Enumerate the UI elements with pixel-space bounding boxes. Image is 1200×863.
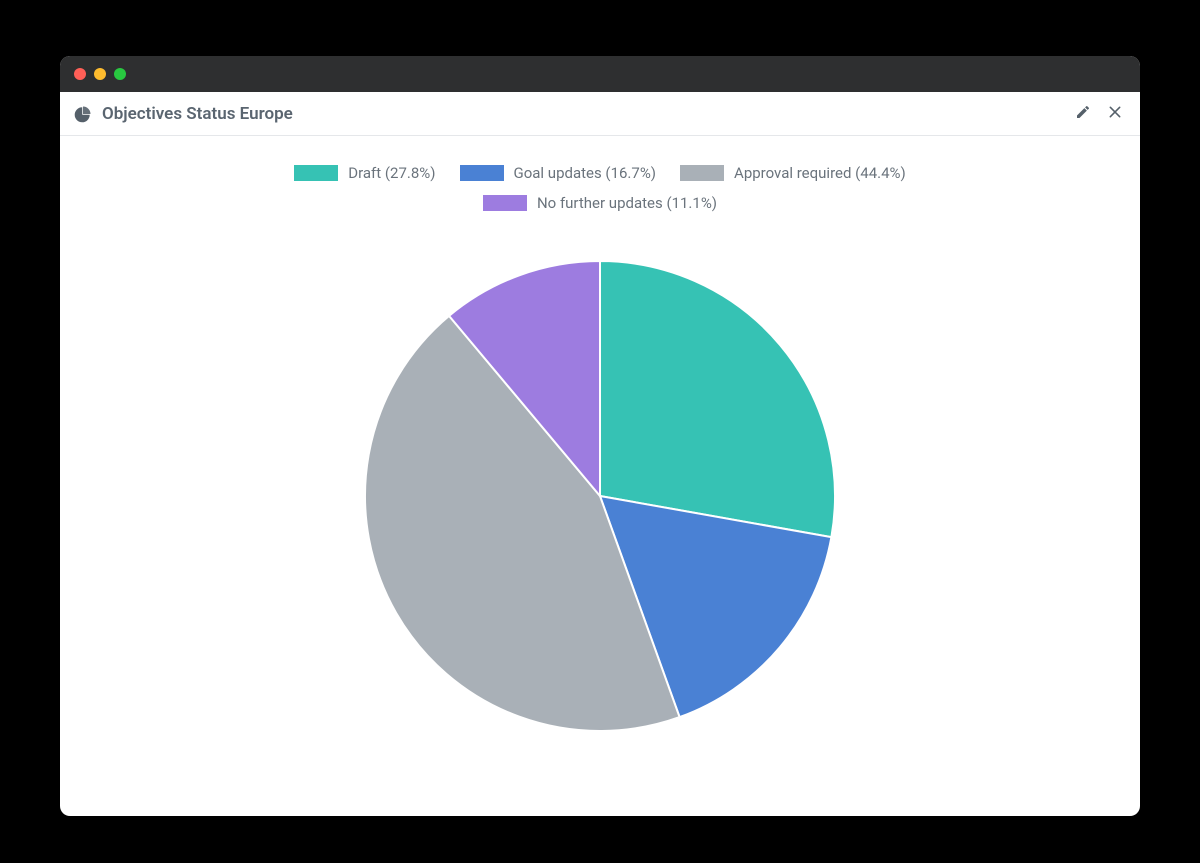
pie-slice[interactable] [600, 261, 835, 537]
window-zoom-dot[interactable] [114, 68, 126, 80]
legend-swatch [680, 165, 724, 181]
panel-title: Objectives Status Europe [102, 104, 293, 124]
app-window: Objectives Status Europe Draft (27.8%) Go… [60, 56, 1140, 816]
window-close-dot[interactable] [74, 68, 86, 80]
close-icon [1107, 104, 1123, 124]
panel-body: Draft (27.8%) Goal updates (16.7%) Approva… [60, 136, 1140, 816]
legend-item[interactable]: Goal updates (16.7%) [460, 164, 657, 182]
legend-swatch [294, 165, 338, 181]
legend-label: Approval required (44.4%) [734, 164, 906, 182]
pie-chart [320, 224, 880, 784]
pencil-icon [1075, 104, 1091, 124]
legend-label: No further updates (11.1%) [537, 194, 717, 212]
chart-area [76, 224, 1124, 800]
close-button[interactable] [1104, 103, 1126, 125]
window-titlebar [60, 56, 1140, 92]
legend-swatch [483, 195, 527, 211]
panel-header: Objectives Status Europe [60, 92, 1140, 136]
legend-item[interactable]: Draft (27.8%) [294, 164, 435, 182]
pie-chart-icon [74, 105, 92, 123]
edit-button[interactable] [1072, 103, 1094, 125]
legend-label: Draft (27.8%) [348, 164, 435, 182]
window-minimize-dot[interactable] [94, 68, 106, 80]
legend-item[interactable]: No further updates (11.1%) [483, 194, 717, 212]
legend-label: Goal updates (16.7%) [514, 164, 657, 182]
chart-legend: Draft (27.8%) Goal updates (16.7%) Approva… [220, 164, 980, 212]
legend-item[interactable]: Approval required (44.4%) [680, 164, 906, 182]
legend-swatch [460, 165, 504, 181]
